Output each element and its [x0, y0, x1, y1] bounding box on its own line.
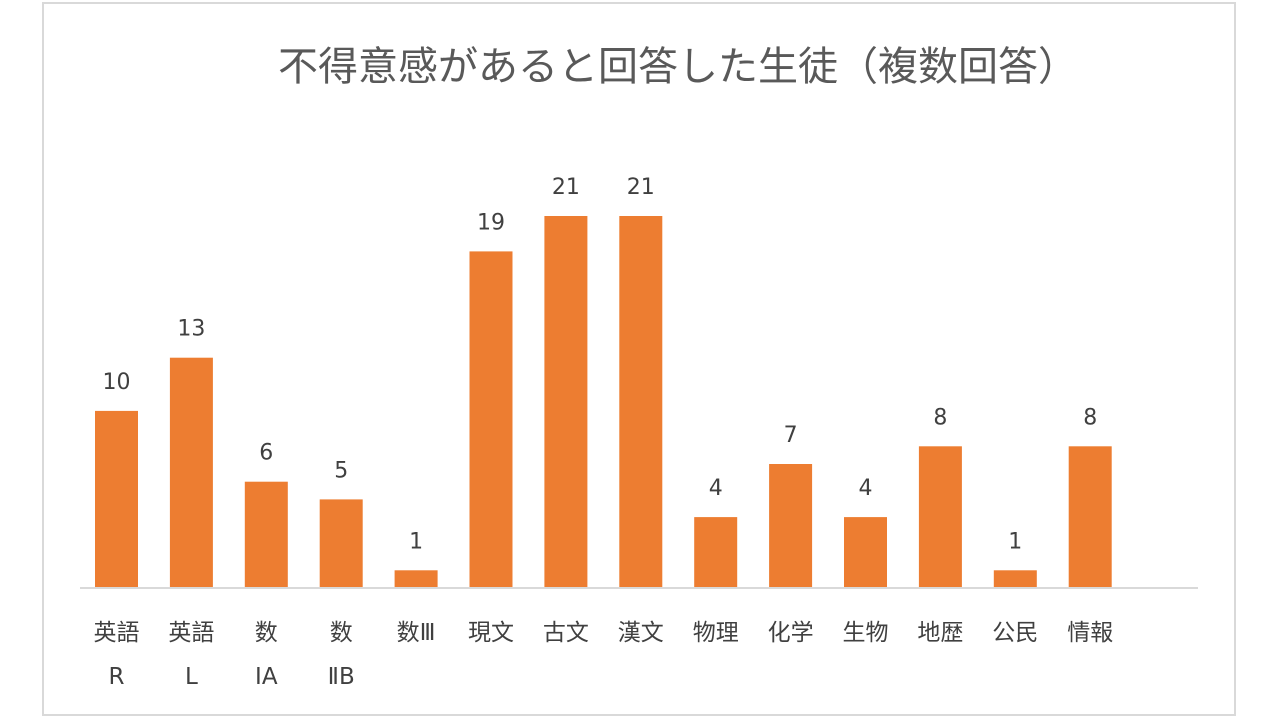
bar — [619, 216, 663, 588]
category-tick-label: 現文 — [468, 620, 514, 646]
data-label: 8 — [933, 405, 947, 430]
bar — [993, 570, 1037, 588]
category-tick-label: ⅡB — [328, 664, 355, 690]
bar — [95, 410, 138, 588]
value-labels-group: 10 13 6 5 1 19 21 21 4 7 4 8 1 8 — [103, 175, 1098, 554]
category-tick-label: 公民 — [992, 620, 1038, 646]
data-label: 7 — [784, 423, 798, 448]
bar — [169, 357, 213, 588]
data-label: 10 — [103, 370, 131, 395]
category-tick-label: 化学 — [768, 620, 814, 646]
category-tick-label: ⅠA — [255, 664, 278, 690]
bars-group — [95, 216, 1112, 588]
bar — [844, 517, 887, 588]
data-label: 4 — [709, 476, 723, 501]
category-tick-label: 英語 — [168, 620, 214, 646]
bar — [769, 464, 813, 588]
chart-title: 不得意感があると回答した生徒（複数回答） — [278, 44, 1078, 90]
data-label: 6 — [259, 441, 273, 466]
data-label: 13 — [177, 317, 205, 342]
category-tick-label: 情報 — [1067, 620, 1113, 646]
data-label: 1 — [409, 529, 423, 554]
data-label: 5 — [334, 458, 348, 483]
data-label: 1 — [1008, 529, 1022, 554]
bar — [469, 251, 513, 588]
data-label: 21 — [552, 175, 580, 200]
data-label: 8 — [1083, 405, 1097, 430]
bar — [319, 499, 363, 588]
bar — [544, 216, 588, 588]
category-labels-group: 英語 R 英語 L 数 ⅠA 数 ⅡB 数Ⅲ 現文 古文 漢文 物理 化学 生物 地歴 公民 情報 — [94, 620, 1114, 690]
bar — [918, 446, 962, 588]
category-tick-label: L — [185, 664, 198, 690]
category-tick-label: 物理 — [693, 620, 739, 646]
category-tick-label: 地歴 — [917, 620, 963, 646]
category-tick-label: 数 — [330, 620, 353, 646]
bar — [694, 517, 738, 588]
bar — [394, 570, 438, 588]
category-tick-label: 英語 — [94, 620, 140, 646]
category-tick-label: R — [109, 664, 125, 690]
category-tick-label: 数 — [255, 620, 278, 646]
category-tick-label: 漢文 — [618, 620, 664, 646]
category-tick-label: 生物 — [843, 620, 889, 646]
data-label: 21 — [627, 175, 655, 200]
data-label: 4 — [859, 476, 873, 501]
bar — [1068, 446, 1112, 588]
data-label: 19 — [477, 210, 505, 235]
bar — [244, 481, 288, 588]
category-tick-label: 数Ⅲ — [397, 620, 436, 646]
category-tick-label: 古文 — [543, 620, 589, 646]
